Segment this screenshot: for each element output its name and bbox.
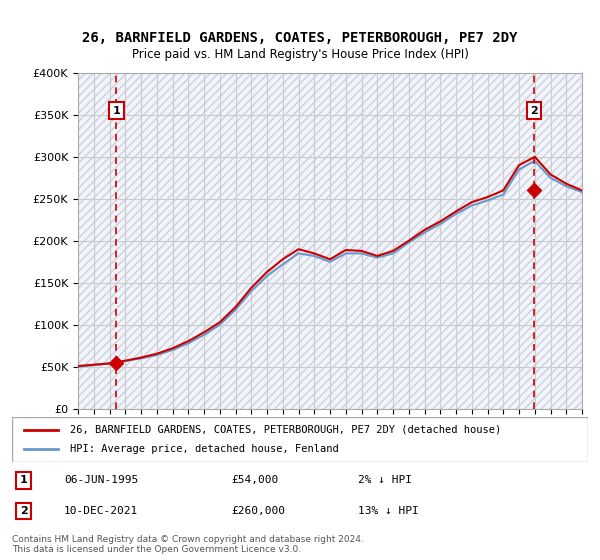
Text: HPI: Average price, detached house, Fenland: HPI: Average price, detached house, Fenl… [70, 445, 338, 455]
Text: 13% ↓ HPI: 13% ↓ HPI [358, 506, 418, 516]
Text: 26, BARNFIELD GARDENS, COATES, PETERBOROUGH, PE7 2DY (detached house): 26, BARNFIELD GARDENS, COATES, PETERBORO… [70, 424, 501, 435]
Text: 1: 1 [113, 106, 121, 115]
Text: 1: 1 [20, 475, 28, 485]
Text: 06-JUN-1995: 06-JUN-1995 [64, 475, 138, 485]
Text: 2% ↓ HPI: 2% ↓ HPI [358, 475, 412, 485]
Text: Price paid vs. HM Land Registry's House Price Index (HPI): Price paid vs. HM Land Registry's House … [131, 48, 469, 60]
Text: £54,000: £54,000 [231, 475, 278, 485]
Text: 10-DEC-2021: 10-DEC-2021 [64, 506, 138, 516]
Text: 2: 2 [530, 106, 538, 115]
FancyBboxPatch shape [12, 417, 588, 462]
Text: £260,000: £260,000 [231, 506, 285, 516]
Text: 2: 2 [20, 506, 28, 516]
Text: 26, BARNFIELD GARDENS, COATES, PETERBOROUGH, PE7 2DY: 26, BARNFIELD GARDENS, COATES, PETERBORO… [82, 31, 518, 45]
Text: Contains HM Land Registry data © Crown copyright and database right 2024.
This d: Contains HM Land Registry data © Crown c… [12, 535, 364, 554]
